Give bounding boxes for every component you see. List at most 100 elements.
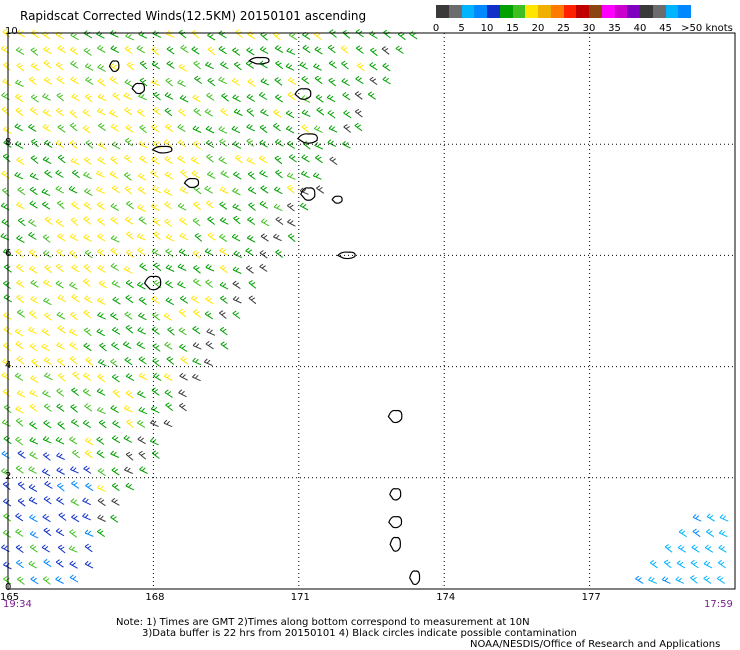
color-swatch xyxy=(538,5,551,18)
wind-barb xyxy=(15,79,24,87)
wind-barb xyxy=(55,185,64,194)
wind-barb xyxy=(69,122,78,132)
wind-barb xyxy=(31,358,39,368)
wind-barb xyxy=(153,91,161,101)
wind-barb xyxy=(56,388,65,397)
wind-barb xyxy=(16,390,26,398)
wind-barb xyxy=(43,76,53,85)
wind-barb xyxy=(285,125,295,134)
wind-barb xyxy=(83,465,92,474)
wind-barb xyxy=(84,403,93,412)
wind-barb xyxy=(648,576,657,584)
y-tick-label: 4 xyxy=(5,359,12,371)
island-outlines xyxy=(108,56,421,586)
wind-barb xyxy=(29,437,39,445)
wind-barb xyxy=(28,123,37,132)
wind-barb xyxy=(286,140,295,149)
wind-barb xyxy=(123,435,133,443)
wind-barb xyxy=(138,450,147,460)
wind-barb xyxy=(316,185,325,194)
wind-barb xyxy=(3,62,11,71)
wind-barb xyxy=(275,169,283,179)
wind-barb xyxy=(287,233,296,243)
wind-barb xyxy=(220,295,228,304)
wind-barb xyxy=(29,451,38,460)
wind-barb xyxy=(1,372,10,381)
wind-barb xyxy=(16,294,24,304)
wind-barb xyxy=(287,77,297,86)
wind-barb xyxy=(231,77,241,86)
wind-barb xyxy=(14,171,24,180)
wind-barb xyxy=(97,467,106,477)
wind-barb xyxy=(68,545,78,553)
wind-barb xyxy=(150,203,160,211)
chart-title: Rapidscat Corrected Winds(12.5KM) 201501… xyxy=(20,9,367,23)
wind-barb xyxy=(354,122,363,132)
wind-barb xyxy=(72,449,80,459)
color-swatch xyxy=(652,5,666,18)
wind-barb xyxy=(29,544,38,553)
wind-barb xyxy=(96,107,106,116)
wind-barb xyxy=(719,514,729,522)
wind-barbs xyxy=(0,28,729,585)
wind-barb xyxy=(248,295,257,305)
wind-barb xyxy=(124,185,133,195)
wind-barb xyxy=(83,216,92,225)
wind-barb xyxy=(2,153,11,163)
wind-barb xyxy=(248,280,257,289)
wind-barb xyxy=(260,108,269,117)
wind-barb xyxy=(194,75,203,85)
wind-barb xyxy=(44,139,53,149)
plot-frame xyxy=(7,32,736,590)
wind-barb xyxy=(136,233,146,241)
wind-barb xyxy=(247,186,257,195)
wind-barb xyxy=(124,45,133,55)
wind-barb xyxy=(258,155,268,164)
wind-barb xyxy=(56,248,65,257)
wind-barb xyxy=(97,93,107,102)
wind-barb xyxy=(70,60,79,69)
wind-barb xyxy=(71,93,80,102)
wind-barb xyxy=(111,342,120,351)
wind-barb xyxy=(299,61,309,70)
wind-barb xyxy=(109,109,118,118)
wind-barb xyxy=(69,529,78,538)
wind-barb xyxy=(661,576,671,584)
wind-barb xyxy=(192,325,201,335)
wind-barb xyxy=(341,78,350,87)
wind-barb xyxy=(28,249,38,258)
wind-barb xyxy=(96,297,106,305)
wind-barb xyxy=(15,512,24,522)
wind-barb xyxy=(164,123,174,133)
wind-barb xyxy=(355,45,364,54)
wind-barb xyxy=(312,172,322,180)
wind-barb xyxy=(43,558,52,568)
wind-barb xyxy=(275,216,284,226)
wind-barb xyxy=(16,356,25,365)
wind-barb xyxy=(194,233,203,242)
wind-barb xyxy=(28,218,37,227)
wind-barb xyxy=(275,249,284,258)
island-outline xyxy=(389,488,402,501)
wind-barb xyxy=(2,28,11,38)
wind-barb xyxy=(110,156,119,165)
wind-barb xyxy=(273,233,282,242)
wind-barb xyxy=(137,327,147,335)
wind-barb xyxy=(149,437,159,446)
x-tick-label: 165 xyxy=(0,592,20,603)
wind-barb xyxy=(218,126,228,134)
wind-barb xyxy=(82,125,91,134)
scale-label: 35 xyxy=(608,23,621,34)
wind-barb xyxy=(111,435,121,444)
wind-barb xyxy=(246,156,256,165)
wind-barb xyxy=(109,170,119,179)
wind-barb xyxy=(16,263,25,273)
wind-barb xyxy=(110,358,119,368)
wind-barb xyxy=(381,46,390,55)
wind-barb xyxy=(246,138,255,147)
wind-barb xyxy=(179,402,187,412)
wind-barb xyxy=(43,419,52,429)
wind-barb xyxy=(274,45,284,54)
wind-barb xyxy=(69,574,79,583)
wind-barb xyxy=(138,372,148,381)
